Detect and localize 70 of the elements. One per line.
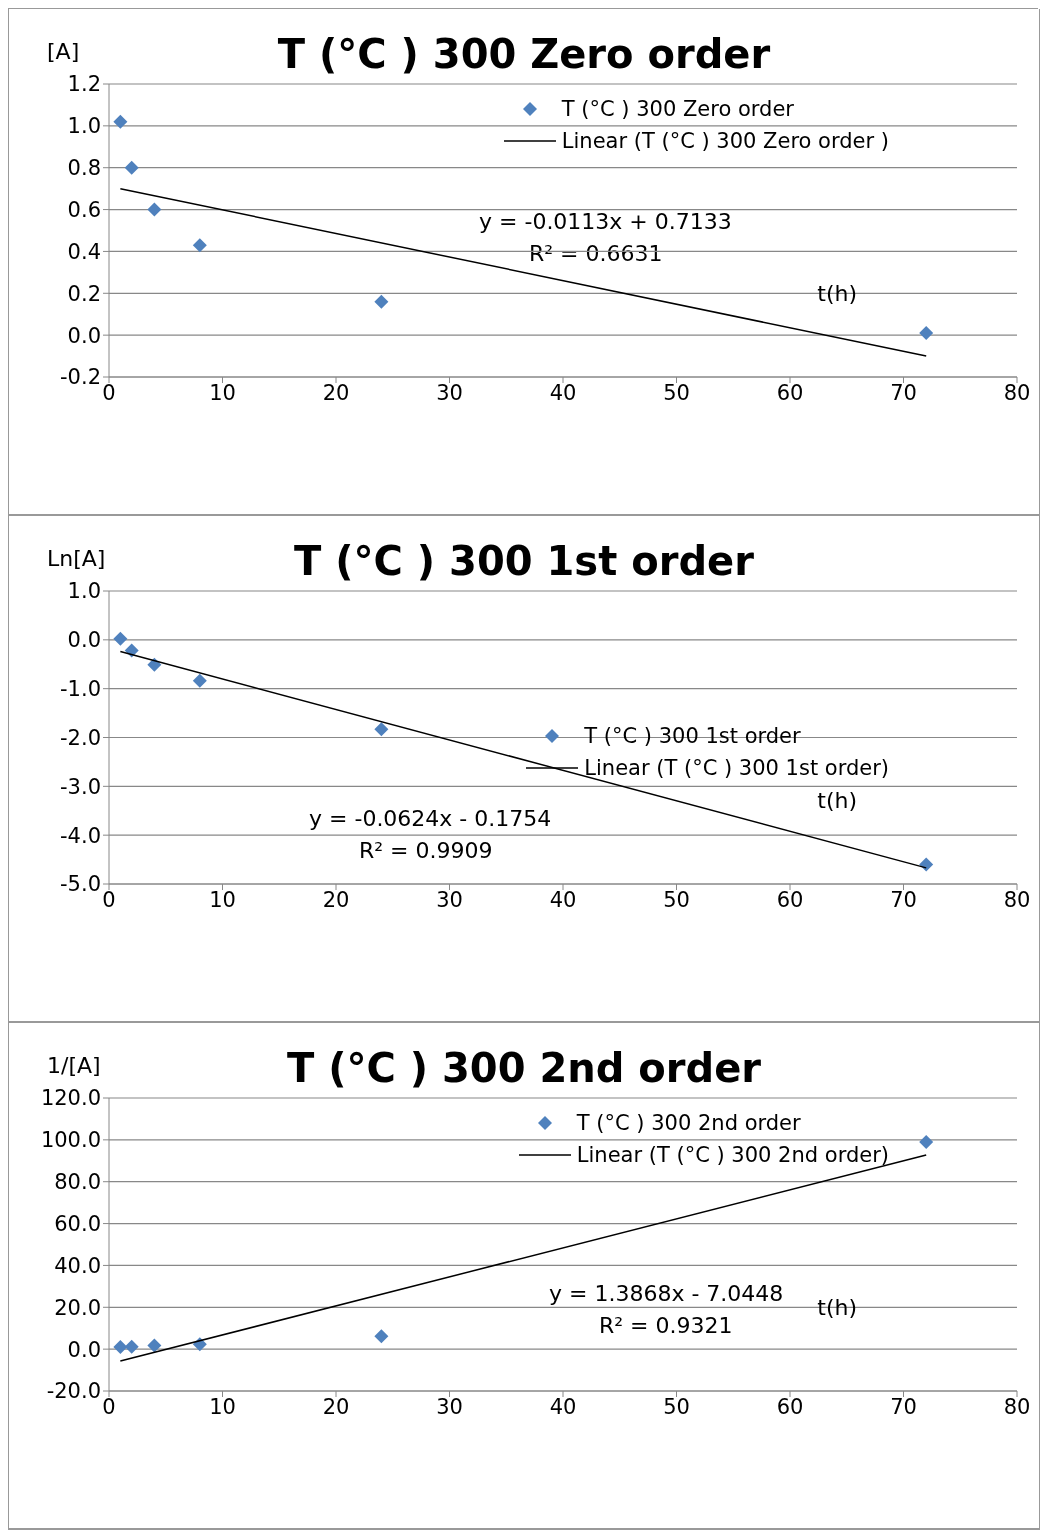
y-tick-label: -2.0 <box>60 725 101 750</box>
x-tick-label: 70 <box>890 380 917 405</box>
x-tick-label: 50 <box>663 887 690 912</box>
x-tick-label: 50 <box>663 380 690 405</box>
x-tick-label: 30 <box>436 380 463 405</box>
y-tick-label: -1.0 <box>60 677 101 702</box>
x-tick-label: 80 <box>1003 380 1031 405</box>
x-tick-label: 10 <box>209 380 236 405</box>
y-tick-label: 1.0 <box>67 579 101 604</box>
x-tick-label: 10 <box>209 1394 236 1419</box>
x-tick-label: 60 <box>776 887 804 912</box>
annotation: R² = 0.9909 <box>359 838 493 863</box>
legend-label: Linear (T (°C ) 300 1st order) <box>584 756 889 780</box>
x-tick-label: 30 <box>436 887 463 912</box>
x-tick-label: 70 <box>890 1394 917 1419</box>
x-tick-label: 0 <box>102 380 116 405</box>
legend-label: T (°C ) 300 Zero order <box>561 97 794 121</box>
y-tick-label: 40.0 <box>54 1253 101 1278</box>
x-tick-label: 20 <box>322 1394 350 1419</box>
x-tick-label: 10 <box>209 887 236 912</box>
x-tick-label: 80 <box>1003 887 1031 912</box>
y-tick-label: 0.4 <box>67 239 101 264</box>
x-tick-label: 40 <box>549 887 577 912</box>
y-tick-label: 0.0 <box>67 1337 101 1362</box>
x-tick-label: 60 <box>776 1394 804 1419</box>
x-tick-label: 40 <box>549 1394 577 1419</box>
y-tick-label: 100.0 <box>40 1128 101 1153</box>
chart-title: T (°C ) 300 1st order <box>294 538 754 584</box>
y-axis-title: [A] <box>47 39 80 64</box>
legend-label: Linear (T (°C ) 300 Zero order ) <box>561 129 889 153</box>
y-tick-label: 0.2 <box>67 281 101 306</box>
x-axis-title: t(h) <box>817 1294 857 1320</box>
y-tick-label: 20.0 <box>54 1295 101 1320</box>
y-tick-label: 0.6 <box>67 198 101 223</box>
chart-title: T (°C ) 300 2nd order <box>287 1045 761 1091</box>
y-tick-label: 120.0 <box>40 1086 101 1111</box>
legend-label: T (°C ) 300 2nd order <box>576 1111 801 1135</box>
y-axis-title: Ln[A] <box>47 546 106 571</box>
x-tick-label: 0 <box>102 887 116 912</box>
annotation: y = -0.0624x - 0.1754 <box>309 806 552 831</box>
x-tick-label: 60 <box>776 380 804 405</box>
x-axis-title: t(h) <box>817 787 857 813</box>
y-tick-label: -5.0 <box>60 872 101 897</box>
legend-label: T (°C ) 300 1st order <box>584 724 801 748</box>
chart-title: T (°C ) 300 Zero order <box>277 31 771 77</box>
x-tick-label: 0 <box>102 1394 116 1419</box>
y-tick-label: 0.8 <box>67 156 101 181</box>
y-tick-label: -4.0 <box>60 823 101 848</box>
x-tick-label: 80 <box>1003 1394 1031 1419</box>
annotation: y = -0.0113x + 0.7133 <box>479 209 732 234</box>
x-tick-label: 70 <box>890 887 917 912</box>
y-tick-label: 0.0 <box>67 628 101 653</box>
x-tick-label: 20 <box>322 887 350 912</box>
y-tick-label: 60.0 <box>54 1212 101 1237</box>
x-tick-label: 30 <box>436 1394 463 1419</box>
x-axis-title: t(h) <box>817 280 857 306</box>
y-tick-label: 80.0 <box>54 1170 101 1195</box>
y-tick-label: -20.0 <box>46 1379 101 1404</box>
y-tick-label: 0.0 <box>67 323 101 348</box>
x-tick-label: 40 <box>549 380 577 405</box>
y-tick-label: 1.0 <box>67 114 101 139</box>
y-tick-label: -3.0 <box>60 774 101 799</box>
y-tick-label: 1.2 <box>67 72 101 97</box>
y-tick-label: -0.2 <box>60 365 101 390</box>
legend-label: Linear (T (°C ) 300 2nd order) <box>576 1143 889 1167</box>
y-axis-title: 1/[A] <box>47 1053 101 1078</box>
x-tick-label: 20 <box>322 380 350 405</box>
annotation: R² = 0.9321 <box>599 1313 733 1338</box>
x-tick-label: 50 <box>663 1394 690 1419</box>
annotation: y = 1.3868x - 7.0448 <box>549 1281 784 1306</box>
